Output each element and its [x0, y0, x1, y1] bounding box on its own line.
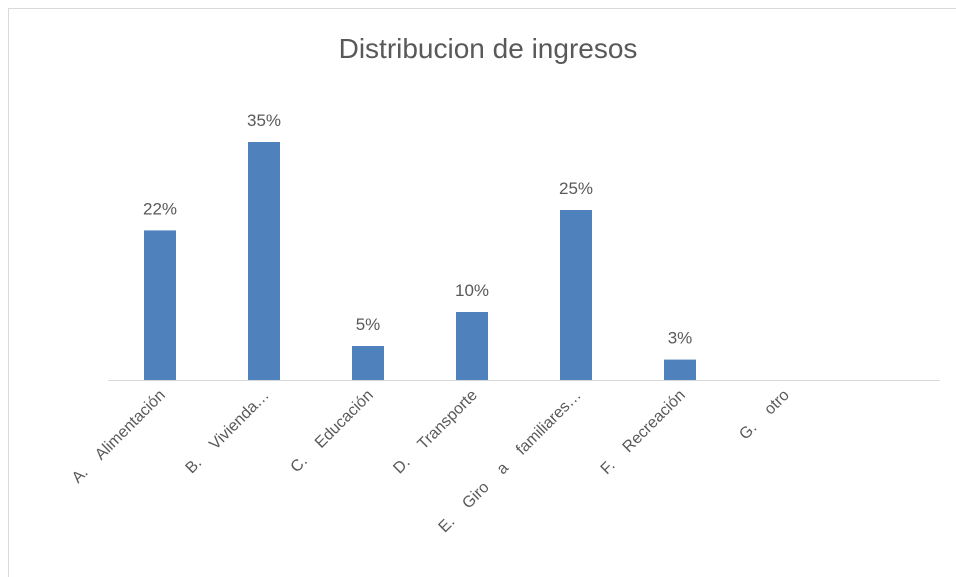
- data-label: 22%: [143, 199, 177, 218]
- bar: [664, 359, 696, 380]
- data-label: 5%: [356, 315, 381, 334]
- bar: [144, 230, 176, 380]
- bar: [560, 210, 592, 380]
- chart-title: Distribucion de ingresos: [339, 33, 638, 64]
- data-label: 10%: [455, 281, 489, 300]
- data-label: 3%: [668, 329, 693, 348]
- data-label: 25%: [559, 179, 593, 198]
- data-label: 35%: [247, 111, 281, 130]
- bar: [456, 312, 488, 380]
- bar: [352, 346, 384, 380]
- bar: [248, 142, 280, 380]
